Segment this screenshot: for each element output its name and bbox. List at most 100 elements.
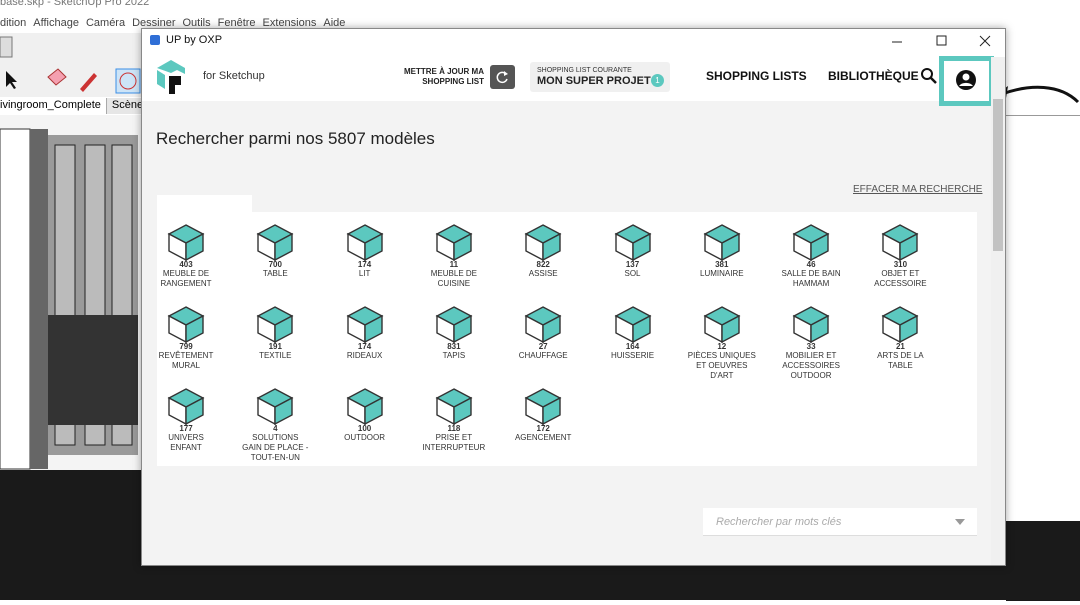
refresh-button[interactable] xyxy=(490,65,515,89)
tile-count: 27 xyxy=(538,342,548,351)
logo xyxy=(157,60,185,94)
tile-label: TEXTILE xyxy=(259,351,292,360)
tile-count: 172 xyxy=(536,424,550,433)
tile-label: MEUBLE DE xyxy=(162,269,210,278)
cube xyxy=(614,306,651,344)
tile-label: ACCESSOIRES xyxy=(782,361,840,370)
update-text[interactable]: METTRE À JOUR MA SHOPPING LIST xyxy=(382,67,484,87)
tile-label: TABLE xyxy=(888,361,913,370)
tile-label: D'ART xyxy=(710,371,734,380)
cube-icon xyxy=(320,222,410,262)
cube-icon xyxy=(766,304,856,344)
family-tile[interactable]: 822 ASSISE xyxy=(498,222,588,279)
tile-label: INTERRUPTEUR xyxy=(422,443,486,452)
family-tile[interactable]: 21 ARTS DE LA TABLE xyxy=(855,304,945,371)
family-tile[interactable]: 403 MEUBLE DE RANGEMENT xyxy=(141,222,231,289)
family-tile[interactable]: 191 TEXTILE xyxy=(230,304,320,361)
family-tile[interactable]: 381 LUMINAIRE xyxy=(677,222,767,279)
scroll-thumb[interactable] xyxy=(993,99,1003,251)
update-line: SHOPPING LIST xyxy=(422,77,484,86)
brand: for Sketchup xyxy=(203,70,265,82)
window-controls[interactable] xyxy=(890,33,1002,49)
cube-icon xyxy=(677,222,767,262)
family-tile[interactable]: 174 RIDEAUX xyxy=(320,304,410,361)
tile-label: OUTDOOR xyxy=(344,433,386,442)
tile-label: LUMINAIRE xyxy=(700,269,744,278)
floor xyxy=(1006,521,1080,601)
tile-count: 191 xyxy=(268,342,282,351)
nav-link[interactable]: BIBLIOTHÈQUE xyxy=(828,69,919,83)
cube xyxy=(881,306,919,344)
viewport-left xyxy=(0,115,141,600)
nav-link[interactable]: SHOPPING LISTS xyxy=(706,69,807,83)
family-tile[interactable]: 177 UNIVERS ENFANT xyxy=(141,386,231,453)
cube xyxy=(256,388,294,426)
update-line: METTRE À JOUR MA xyxy=(404,67,484,76)
menu-item[interactable]: Outils xyxy=(182,17,211,29)
cube xyxy=(435,306,473,344)
tile-count: 831 xyxy=(447,342,461,351)
viewport-right xyxy=(1006,115,1080,601)
family-tile[interactable]: 46 SALLE DE BAIN HAMMAM xyxy=(766,222,856,289)
app-icon xyxy=(150,35,160,45)
tile-label: TABLE xyxy=(262,269,288,278)
cube xyxy=(524,306,562,344)
family-tile[interactable]: 27 CHAUFFAGE xyxy=(498,304,588,361)
current-name: MON SUPER PROJET xyxy=(537,75,651,87)
cube xyxy=(703,224,741,262)
family-tile[interactable]: 11 MEUBLE DE CUISINE xyxy=(409,222,499,289)
cube-icon xyxy=(855,222,945,262)
current-list[interactable]: SHOPPING LIST COURANTE MON SUPER PROJET … xyxy=(530,62,670,92)
clear-link[interactable]: EFFACER MA RECHERCHE xyxy=(853,184,983,195)
family-tile[interactable]: 12 PIÈCES UNIQUES ET OEUVRES D'ART xyxy=(677,304,767,381)
tile-label: HUISSERIE xyxy=(610,351,655,360)
cube xyxy=(167,306,205,344)
menu-item[interactable]: Aide xyxy=(323,17,346,29)
tile-label: MURAL xyxy=(171,361,200,370)
tile-label: PRISE ET xyxy=(435,433,473,442)
search-icon[interactable] xyxy=(920,67,938,85)
family-tile[interactable]: 164 HUISSERIE xyxy=(588,304,678,361)
scrollbar[interactable] xyxy=(991,57,1005,565)
cube-icon xyxy=(588,222,678,262)
tile-label: HAMMAM xyxy=(792,279,830,288)
cube xyxy=(346,224,384,262)
tile-count: 100 xyxy=(357,424,372,433)
family-tile[interactable]: 33 MOBILIER ET ACCESSOIRES OUTDOOR xyxy=(766,304,856,381)
tile-label: CUISINE xyxy=(437,279,471,288)
cube xyxy=(792,306,830,344)
menu-item[interactable]: Fenêtre xyxy=(217,17,256,29)
family-tile[interactable]: 174 LIT xyxy=(320,222,410,279)
tile-count: 403 xyxy=(179,260,193,269)
tool-icons xyxy=(0,36,141,94)
tile-count: 174 xyxy=(357,260,372,269)
family-tile[interactable]: 172 AGENCEMENT xyxy=(498,386,588,443)
menu-item[interactable]: Dessiner xyxy=(132,17,176,29)
menu-item[interactable]: Extensions xyxy=(262,17,317,29)
family-tile[interactable]: 100 OUTDOOR xyxy=(320,386,410,443)
scene-tab[interactable]: ivingroom_Complete xyxy=(0,98,107,114)
family-tile[interactable]: 4 SOLUTIONS GAIN DE PLACE - TOUT-EN-UN xyxy=(230,386,320,463)
keyword-search[interactable]: Rechercher par mots clés xyxy=(703,508,977,536)
family-tile[interactable]: 310 OBJET ET ACCESSOIRE xyxy=(855,222,945,289)
menu-item[interactable]: Caméra xyxy=(85,17,126,29)
cube xyxy=(614,224,651,262)
tile-count: 21 xyxy=(895,342,905,351)
cube-icon xyxy=(409,222,499,262)
tile-label: RIDEAUX xyxy=(346,351,383,360)
family-grid: 403 MEUBLE DE RANGEMENT 700 TABLE 174 LIT 11 MEU… xyxy=(157,212,977,466)
cube-icon xyxy=(230,386,320,426)
tile-label: SOL xyxy=(624,269,641,278)
family-tile[interactable]: 700 TABLE xyxy=(230,222,320,279)
menu-item[interactable]: dition xyxy=(0,17,27,29)
account-highlight[interactable] xyxy=(939,56,994,106)
family-tile[interactable]: 137 SOL xyxy=(588,222,678,279)
menu-item[interactable]: Affichage xyxy=(33,17,79,29)
scene-3d xyxy=(0,128,141,600)
family-tile[interactable]: 799 REVÊTEMENT MURAL xyxy=(141,304,231,371)
family-tile[interactable]: 118 PRISE ET INTERRUPTEUR xyxy=(409,386,499,453)
family-tile[interactable]: 831 TAPIS xyxy=(409,304,499,361)
tile-label: ASSISE xyxy=(528,269,558,278)
cube-icon xyxy=(409,386,499,426)
cube-icon xyxy=(320,304,410,344)
